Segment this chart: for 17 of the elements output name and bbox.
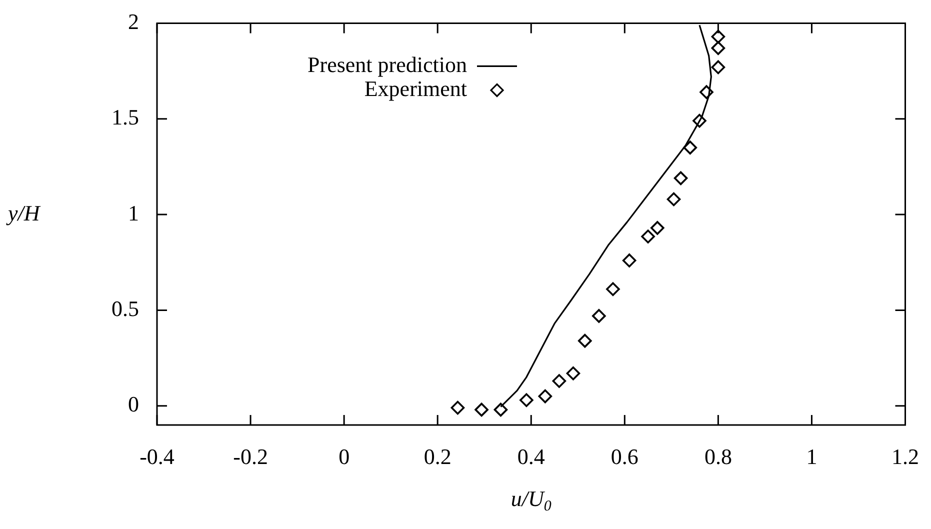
x-tick-label: 0 — [338, 444, 350, 469]
y-tick-label: 1.5 — [112, 104, 139, 130]
x-tick-label: 0.4 — [517, 444, 545, 469]
y-tick-label: 0.5 — [112, 296, 139, 321]
x-tick-label: 0.2 — [424, 444, 452, 469]
x-tick-label: 1 — [806, 444, 818, 469]
y-tick-label: 2 — [128, 8, 139, 34]
legend-label: Present prediction — [308, 52, 467, 77]
x-tick-label: -0.2 — [233, 444, 268, 469]
legend-label: Experiment — [364, 76, 467, 101]
x-tick-label: 1.2 — [892, 444, 919, 469]
x-tick-label: 0.6 — [610, 444, 638, 469]
y-tick-label: 0 — [128, 392, 139, 417]
x-tick-label: 0.8 — [704, 444, 732, 469]
y-axis-title: y/H — [6, 200, 41, 226]
y-tick-label: 1 — [128, 200, 139, 226]
x-tick-label: -0.4 — [140, 444, 174, 469]
